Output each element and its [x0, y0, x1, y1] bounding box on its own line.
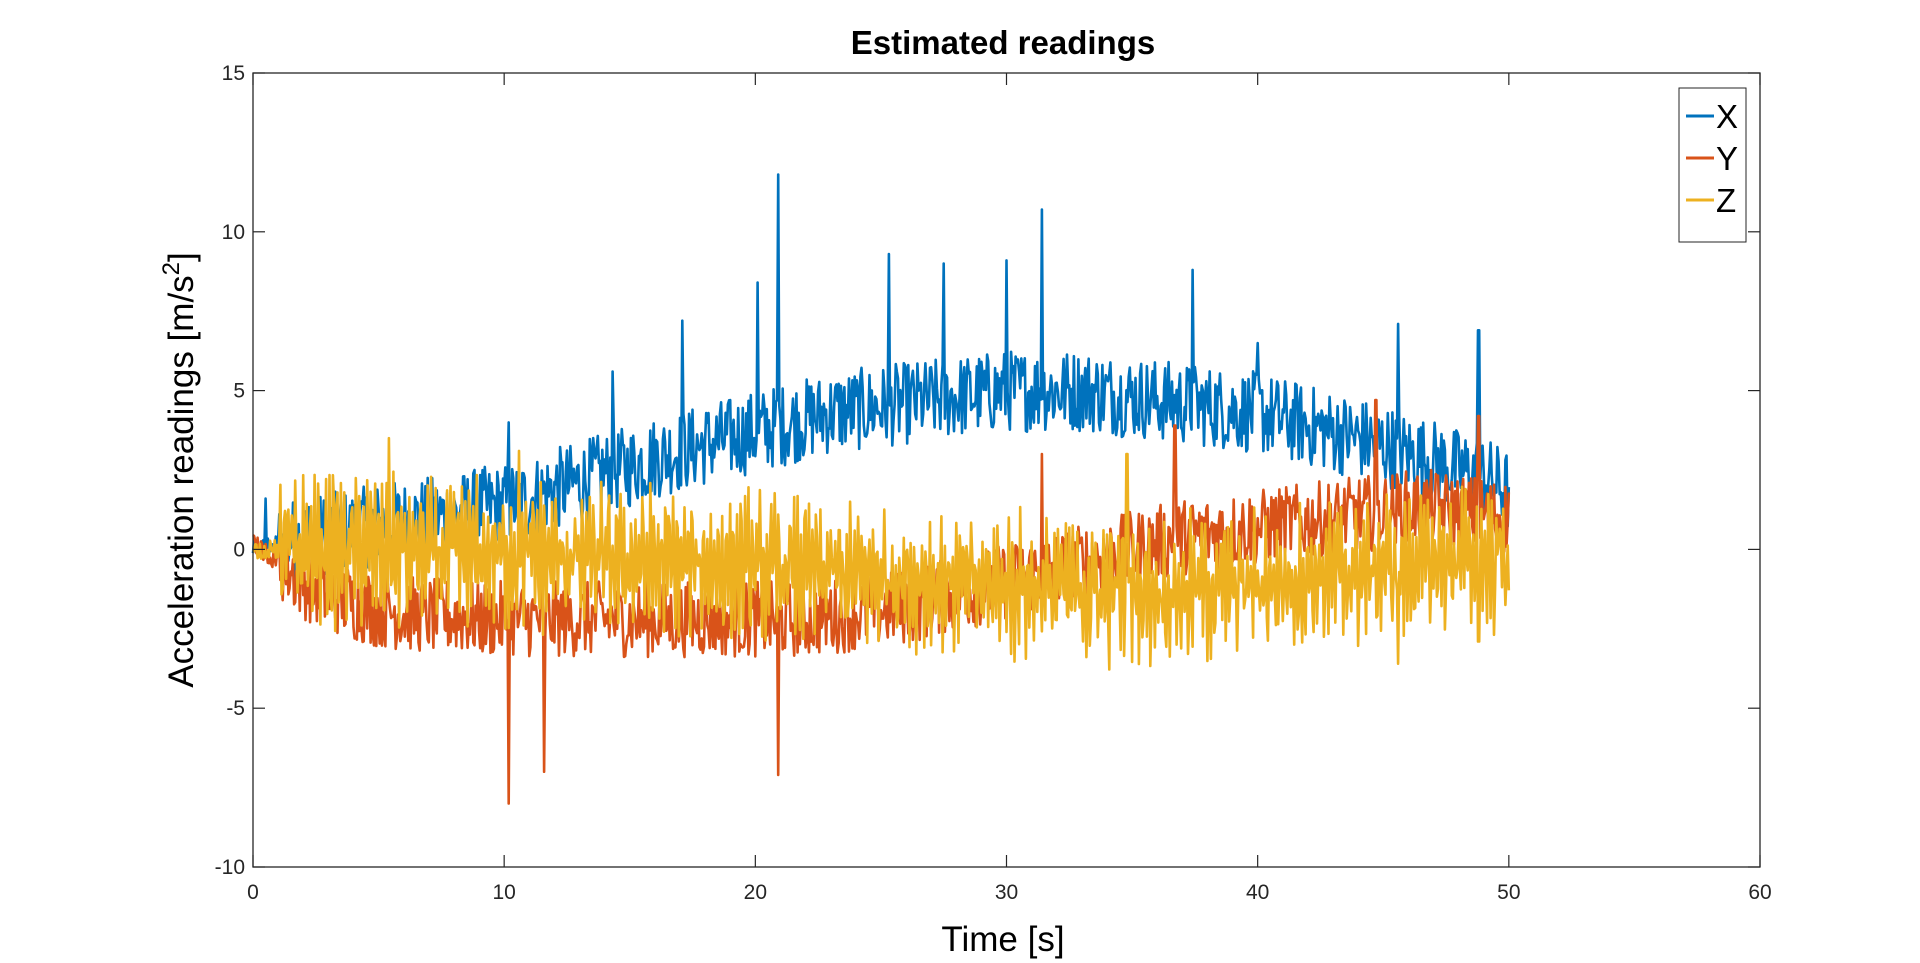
legend-box — [1678, 87, 1747, 243]
y-axis-label-suffix: ] — [162, 252, 201, 262]
plot-area: 0 10 20 30 40 50 60 -10 -5 0 5 10 15 — [215, 62, 1772, 904]
y-axis-label-main: Acceleration readings [m/s — [162, 275, 201, 687]
legend: XYZ — [1678, 87, 1747, 243]
legend-items: XYZ — [1686, 98, 1738, 219]
axes-background — [253, 73, 1760, 867]
ticks-layer: 0 10 20 30 40 50 60 -10 -5 0 5 10 15 — [215, 62, 1772, 904]
y-tick-label-3: 5 — [233, 380, 245, 403]
y-tick-label-4: 10 — [222, 221, 245, 244]
series-line-z — [251, 436, 1511, 671]
x-tick-label-1: 10 — [492, 881, 515, 904]
x-tick-label-4: 40 — [1246, 881, 1269, 904]
legend-label-x: X — [1716, 98, 1738, 135]
x-axis-label: Time [s] — [941, 920, 1064, 959]
x-tick-label-5: 50 — [1497, 881, 1520, 904]
y-tick-label-0: -10 — [215, 856, 245, 879]
y-tick-label-1: -5 — [226, 697, 245, 720]
y-axis-label: Acceleration readings [m/s2] — [158, 252, 201, 688]
y-tick-label-5: 15 — [222, 62, 245, 85]
x-tick-label-2: 20 — [744, 881, 767, 904]
y-axis-label-superscript: 2 — [158, 262, 185, 275]
legend-label-y: Y — [1716, 140, 1738, 177]
legend-label-z: Z — [1716, 182, 1736, 219]
x-tick-label-0: 0 — [247, 881, 259, 904]
series-layer — [251, 173, 1511, 805]
y-tick-label-2: 0 — [233, 538, 245, 561]
x-tick-label-3: 30 — [995, 881, 1018, 904]
x-tick-label-6: 60 — [1748, 881, 1771, 904]
chart-title: Estimated readings — [851, 24, 1155, 61]
